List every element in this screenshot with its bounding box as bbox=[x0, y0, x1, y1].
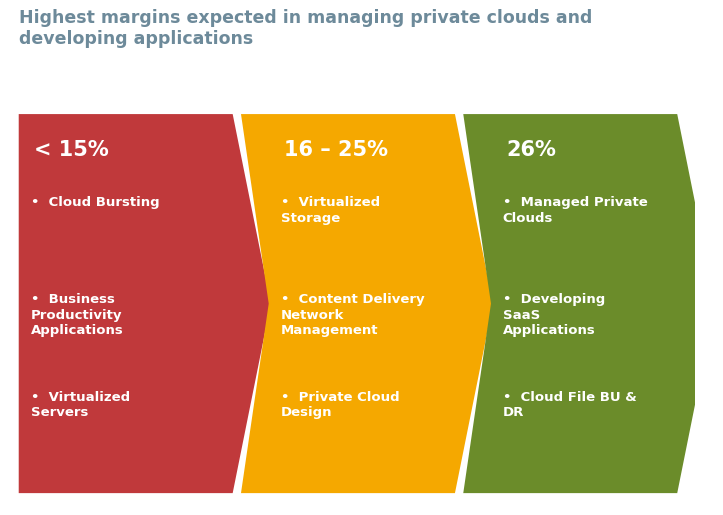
Text: •  Cloud Bursting: • Cloud Bursting bbox=[30, 196, 159, 209]
Text: •  Private Cloud
Design: • Private Cloud Design bbox=[281, 391, 399, 419]
Text: •  Managed Private
Clouds: • Managed Private Clouds bbox=[502, 196, 648, 225]
Text: 16 – 25%: 16 – 25% bbox=[284, 140, 388, 160]
Text: Highest margins expected in managing private clouds and
developing applications: Highest margins expected in managing pri… bbox=[19, 9, 592, 48]
Polygon shape bbox=[19, 114, 271, 493]
Text: •  Content Delivery
Network
Management: • Content Delivery Network Management bbox=[281, 294, 424, 337]
Text: •  Developing
SaaS
Applications: • Developing SaaS Applications bbox=[502, 294, 605, 337]
Text: •  Virtualized
Storage: • Virtualized Storage bbox=[281, 196, 380, 225]
Text: •  Business
Productivity
Applications: • Business Productivity Applications bbox=[30, 294, 123, 337]
Polygon shape bbox=[463, 114, 715, 493]
Text: < 15%: < 15% bbox=[34, 140, 108, 160]
Text: •  Virtualized
Servers: • Virtualized Servers bbox=[30, 391, 129, 419]
Polygon shape bbox=[241, 114, 493, 493]
Text: •  Cloud File BU &
DR: • Cloud File BU & DR bbox=[502, 391, 636, 419]
Text: 26%: 26% bbox=[506, 140, 556, 160]
